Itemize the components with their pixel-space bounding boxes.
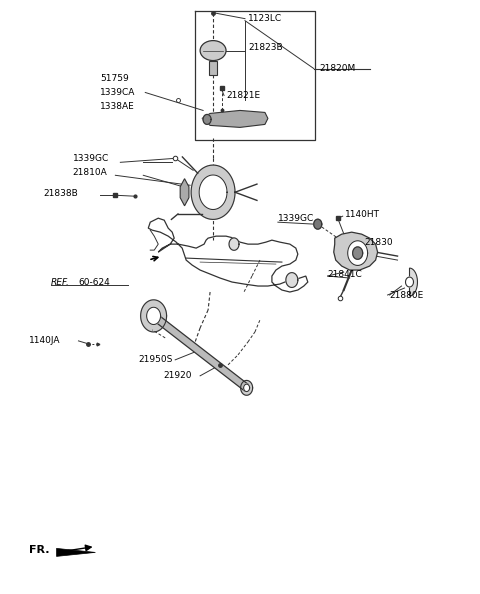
Circle shape — [229, 238, 239, 250]
Text: FR.: FR. — [29, 545, 49, 555]
Text: 21810A: 21810A — [72, 168, 107, 177]
Circle shape — [244, 384, 250, 391]
Circle shape — [240, 380, 252, 395]
Text: 1140JA: 1140JA — [29, 336, 60, 345]
Polygon shape — [202, 110, 268, 127]
Circle shape — [353, 247, 363, 259]
Text: 21920: 21920 — [163, 371, 192, 380]
Circle shape — [286, 273, 298, 287]
Text: 21880E: 21880E — [390, 290, 424, 299]
Text: 21823B: 21823B — [248, 43, 283, 52]
Circle shape — [348, 241, 368, 266]
Text: 21821E: 21821E — [226, 91, 260, 100]
Circle shape — [141, 300, 167, 332]
Circle shape — [199, 175, 227, 210]
Text: 1338AE: 1338AE — [100, 102, 135, 111]
Text: 51759: 51759 — [100, 74, 129, 83]
Text: 21950S: 21950S — [138, 355, 173, 364]
Text: 21841C: 21841C — [328, 270, 362, 279]
Polygon shape — [209, 61, 217, 74]
Polygon shape — [334, 232, 378, 270]
Ellipse shape — [200, 40, 226, 61]
Text: 21820M: 21820M — [320, 64, 356, 73]
Circle shape — [314, 219, 322, 229]
Polygon shape — [152, 312, 248, 391]
Text: 1123LC: 1123LC — [248, 14, 282, 23]
Circle shape — [146, 307, 161, 324]
Polygon shape — [57, 548, 96, 557]
Circle shape — [203, 115, 211, 124]
Text: 21830: 21830 — [365, 238, 393, 247]
Text: 21838B: 21838B — [44, 189, 78, 198]
Text: 1140HT: 1140HT — [345, 210, 380, 219]
Polygon shape — [409, 268, 418, 296]
Text: 1339GC: 1339GC — [72, 154, 109, 163]
Circle shape — [191, 165, 235, 219]
Circle shape — [406, 277, 413, 287]
Text: 1339CA: 1339CA — [100, 88, 136, 97]
Polygon shape — [180, 179, 189, 206]
Text: REF.: REF. — [50, 277, 70, 286]
Text: 60-624: 60-624 — [78, 277, 110, 286]
Text: 1339GC: 1339GC — [278, 214, 314, 223]
